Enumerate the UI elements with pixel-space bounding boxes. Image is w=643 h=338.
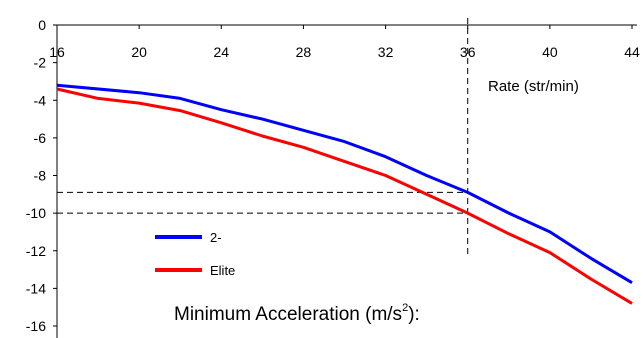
x-tick-label: 36: [460, 44, 476, 60]
x-tick-label: 28: [296, 44, 312, 60]
y-axis-title-main: Minimum Acceleration (m/s: [174, 304, 402, 325]
y-tick-label: -10: [26, 205, 46, 221]
x-tick-label: 20: [131, 44, 147, 60]
series-layer: [56, 83, 633, 305]
legend-label-series-2: Elite: [210, 263, 235, 278]
legend-label-series-1: 2-: [210, 230, 222, 245]
y-tick-label: 0: [38, 17, 46, 33]
x-tick-label: 32: [378, 44, 394, 60]
series-line-1: [56, 83, 633, 284]
y-tick-labels: 0 -2 -4 -6 -8 -10 -12 -14 -16: [26, 17, 57, 334]
y-axis-title-tail: ):: [408, 304, 420, 325]
y-tick-label: -2: [34, 55, 47, 71]
x-tick-labels: 16 20 24 28 32 36 40 44: [49, 25, 640, 60]
y-axis-title-superscript: 2: [402, 302, 408, 314]
x-tick-label: 24: [213, 44, 229, 60]
y-axis-title: Minimum Acceleration (m/s2):: [174, 302, 420, 325]
x-tick-label: 16: [49, 44, 65, 60]
reference-lines: [57, 18, 469, 257]
y-tick-label: -16: [26, 318, 46, 334]
y-tick-label: -4: [34, 92, 47, 108]
legend: 2- Elite: [155, 230, 235, 278]
x-tick-label: 40: [542, 44, 558, 60]
x-axis-title: Rate (str/min): [488, 78, 579, 95]
y-tick-label: -14: [26, 280, 46, 296]
y-tick-label: -6: [34, 130, 47, 146]
series-line-2: [56, 87, 633, 305]
y-tick-label: -8: [34, 168, 47, 184]
y-tick-label: -12: [26, 243, 46, 259]
x-tick-label: 44: [624, 44, 640, 60]
